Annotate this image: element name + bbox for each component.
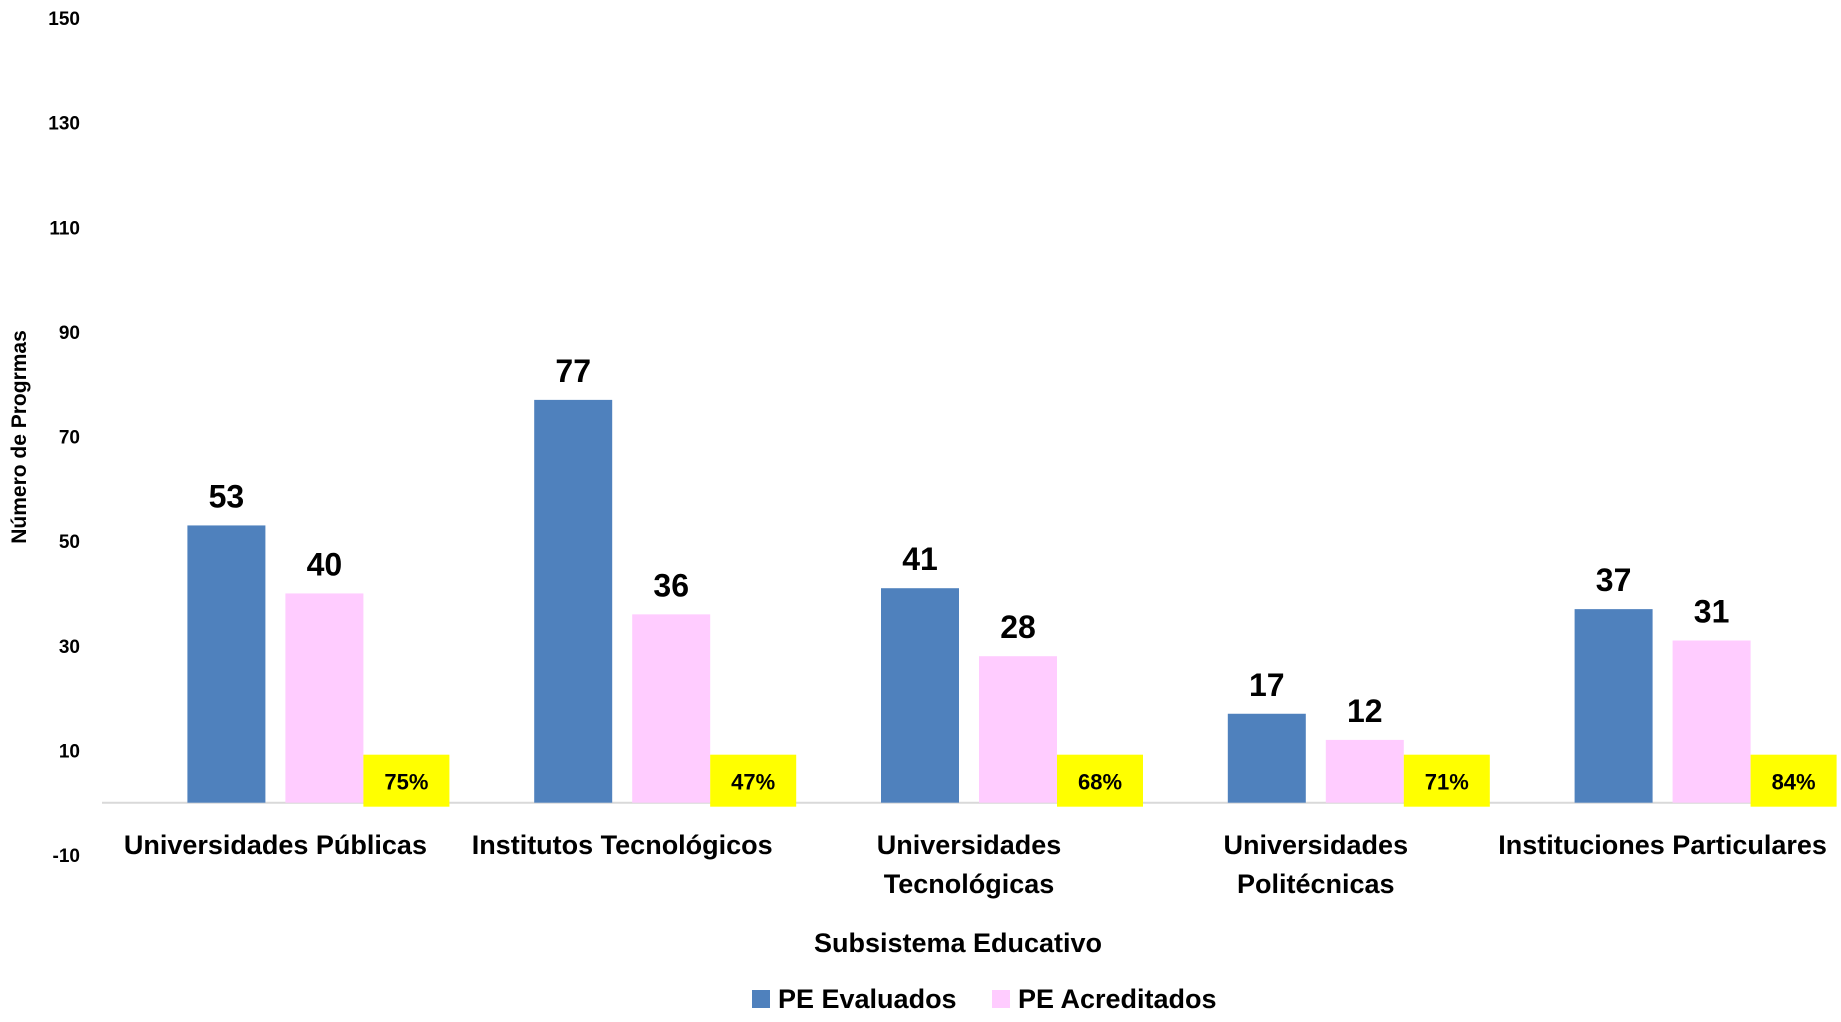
bar-acreditados — [1325, 739, 1404, 803]
percent-box — [1057, 754, 1143, 807]
data-label: 40 — [307, 546, 343, 582]
x-tick-label: Universidades Públicas — [124, 830, 427, 860]
data-label: 77 — [555, 353, 591, 389]
percent-box — [1750, 754, 1837, 807]
x-tick-label: Tecnológicas — [884, 869, 1055, 899]
bar-evaluados — [534, 399, 613, 803]
legend-label: PE Acreditados — [1018, 984, 1217, 1014]
data-label: 17 — [1249, 667, 1285, 703]
legend-swatch — [752, 990, 770, 1008]
percent-box — [710, 754, 797, 807]
percent-label: 47% — [731, 770, 775, 795]
x-axis-title: Subsistema Educativo — [814, 928, 1102, 958]
y-tick-label: 10 — [59, 741, 80, 762]
y-tick-label: 90 — [59, 323, 80, 344]
y-tick-label: 70 — [59, 428, 80, 449]
y-tick-label: 130 — [48, 114, 80, 135]
data-label: 36 — [653, 567, 689, 603]
x-tick-label: Universidades — [877, 830, 1062, 860]
bar-acreditados — [632, 614, 711, 803]
bar-evaluados — [881, 588, 959, 803]
data-label: 12 — [1347, 693, 1383, 729]
y-tick-label: 30 — [59, 637, 80, 658]
bar-evaluados — [1574, 609, 1653, 803]
percent-label: 84% — [1772, 770, 1816, 795]
data-label: 28 — [1000, 609, 1036, 645]
x-tick-label: Universidades — [1224, 830, 1409, 860]
data-label: 41 — [902, 541, 938, 577]
x-tick-label: Instituciones Particulares — [1498, 830, 1827, 860]
percent-label: 68% — [1078, 770, 1122, 795]
y-tick-label: 150 — [48, 9, 80, 30]
percent-label: 71% — [1425, 770, 1469, 795]
bar-evaluados — [187, 525, 266, 803]
bar-evaluados — [1227, 713, 1306, 803]
y-axis-title: Número de Progrmas — [8, 330, 31, 544]
legend-swatch — [992, 990, 1010, 1008]
percent-label: 75% — [384, 770, 428, 795]
data-label: 31 — [1694, 594, 1730, 630]
data-label: 37 — [1596, 562, 1632, 598]
y-tick-label: -10 — [53, 846, 80, 867]
y-tick-label: 110 — [49, 218, 80, 239]
legend-label: PE Evaluados — [778, 984, 957, 1014]
x-tick-label: Politécnicas — [1237, 869, 1395, 899]
bar-acreditados — [1672, 640, 1751, 803]
bar-acreditados — [979, 656, 1057, 803]
y-tick-label: 50 — [59, 532, 80, 553]
data-label: 53 — [209, 478, 245, 514]
plot-area: -10 10 30 50 70 90 110 130 150 53 40 75% Universidad… — [8, 9, 1837, 1014]
percent-box — [363, 754, 450, 807]
x-tick-label: Institutos Tecnológicos — [472, 830, 773, 860]
percent-box — [1403, 754, 1490, 807]
bar-acreditados — [285, 593, 364, 803]
